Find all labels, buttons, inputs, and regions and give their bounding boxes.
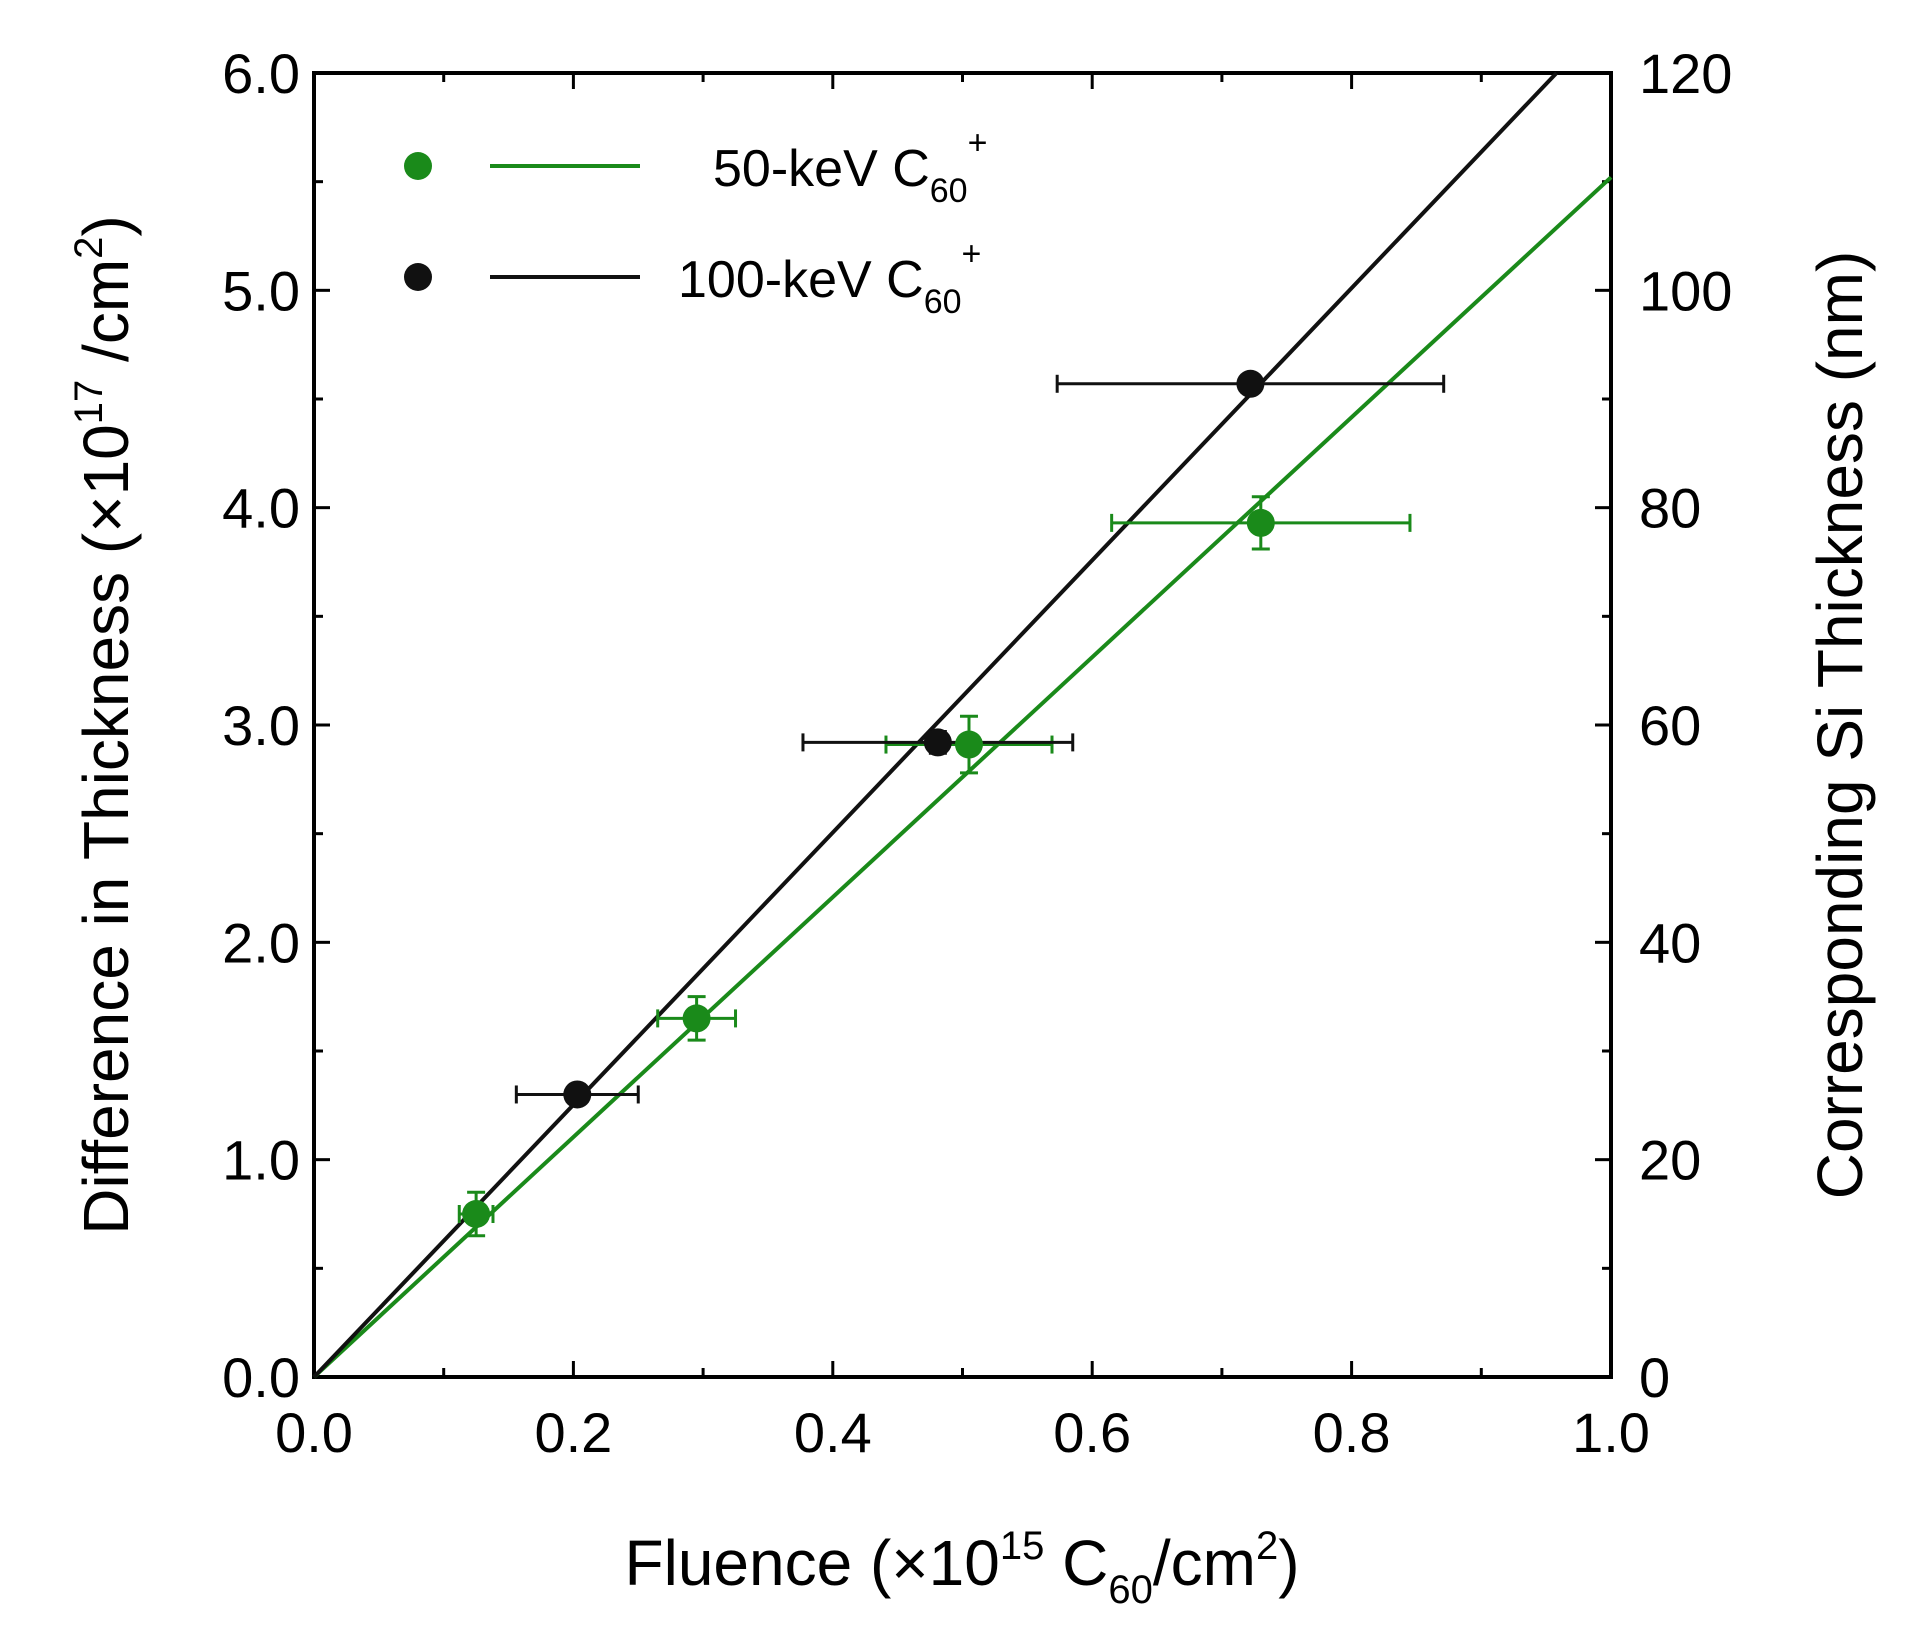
y-tick-label: 2.0	[222, 911, 300, 974]
y2-tick-label: 120	[1639, 42, 1732, 105]
y-tick-label: 1.0	[222, 1129, 300, 1192]
legend-label-50kev-pre: 50-keV C	[713, 140, 930, 198]
x-axis-title-sup2: 2	[1256, 1524, 1278, 1568]
y-axis-title-pre: Difference in Thickness (×10	[70, 424, 142, 1235]
y-axis-title: Difference in Thickness (×1017 /cm2)	[67, 215, 142, 1234]
x-tick-label: 1.0	[1572, 1401, 1650, 1464]
data-points	[462, 369, 1275, 1228]
x-axis-title-pre: Fluence (×10	[625, 1527, 1000, 1599]
legend-label-50kev-sub: 60	[930, 172, 968, 210]
x-tick-label: 0.2	[534, 1401, 612, 1464]
legend-label-100kev-sub: 60	[924, 283, 962, 321]
legend-marker-100kev	[404, 263, 432, 291]
axis-ticks	[312, 71, 1613, 1379]
x-axis-title-sup: 15	[1000, 1524, 1045, 1568]
fit-line-100kev	[312, 71, 1558, 1379]
y-axis-title-sup: 17	[67, 380, 111, 425]
x-axis-title-mid: C	[1044, 1527, 1108, 1599]
data-point-100kev	[1236, 369, 1265, 398]
data-point-100kev	[923, 728, 952, 757]
y-tick-label: 0.0	[222, 1346, 300, 1409]
legend-label-50kev-sup: +	[968, 124, 988, 162]
y-axis-title-sup2: 2	[67, 237, 111, 259]
y-tick-label: 6.0	[222, 42, 300, 105]
legend-label-100kev-pre: 100-keV C	[678, 251, 924, 309]
y2-tick-label: 80	[1639, 477, 1701, 540]
y2-tick-label: 100	[1639, 259, 1732, 322]
x-axis-title-sub: 60	[1108, 1568, 1153, 1612]
y2-tick-label: 20	[1639, 1129, 1701, 1192]
x-tick-label: 0.6	[1053, 1401, 1131, 1464]
data-point-50kev	[462, 1200, 491, 1228]
y2-axis-title: Corresponding Si Thickness (nm)	[1804, 251, 1876, 1200]
x-tick-label: 0.0	[275, 1401, 353, 1464]
x-tick-label: 0.4	[794, 1401, 872, 1464]
legend-marker-50kev	[404, 152, 432, 180]
legend-label-50kev: 50-keV C60+	[713, 124, 987, 210]
data-point-100kev	[563, 1080, 592, 1109]
x-tick-label: 0.8	[1313, 1401, 1391, 1464]
fit-line-50kev	[312, 175, 1613, 1379]
y-axis-title-mid: /cm	[70, 259, 142, 380]
y-tick-label: 3.0	[222, 694, 300, 757]
legend-label-100kev: 100-keV C60+	[678, 235, 981, 321]
tick-labels: 0.0 0.2 0.4 0.6 0.8 1.0 0.0 1.0 2.0 3.0 4.0 5.0 6.0 0…	[222, 42, 1732, 1464]
y-tick-label: 5.0	[222, 259, 300, 322]
x-axis-title: Fluence (×1015 C60/cm2)	[625, 1524, 1300, 1612]
data-point-50kev	[1246, 508, 1275, 537]
legend: 50-keV C60+ 100-keV C60+	[404, 124, 987, 321]
y2-tick-label: 40	[1639, 911, 1701, 974]
y-tick-label: 4.0	[222, 477, 300, 540]
y2-tick-label: 0	[1639, 1346, 1670, 1409]
legend-label-100kev-sup: +	[962, 235, 982, 273]
x-axis-title-post: /cm	[1153, 1527, 1256, 1599]
y2-tick-label: 60	[1639, 694, 1701, 757]
data-point-50kev	[682, 1004, 711, 1033]
data-point-50kev	[954, 730, 983, 759]
fit-lines	[312, 71, 1613, 1379]
x-axis-title-end: )	[1278, 1527, 1299, 1599]
y-axis-title-end: )	[70, 215, 142, 236]
